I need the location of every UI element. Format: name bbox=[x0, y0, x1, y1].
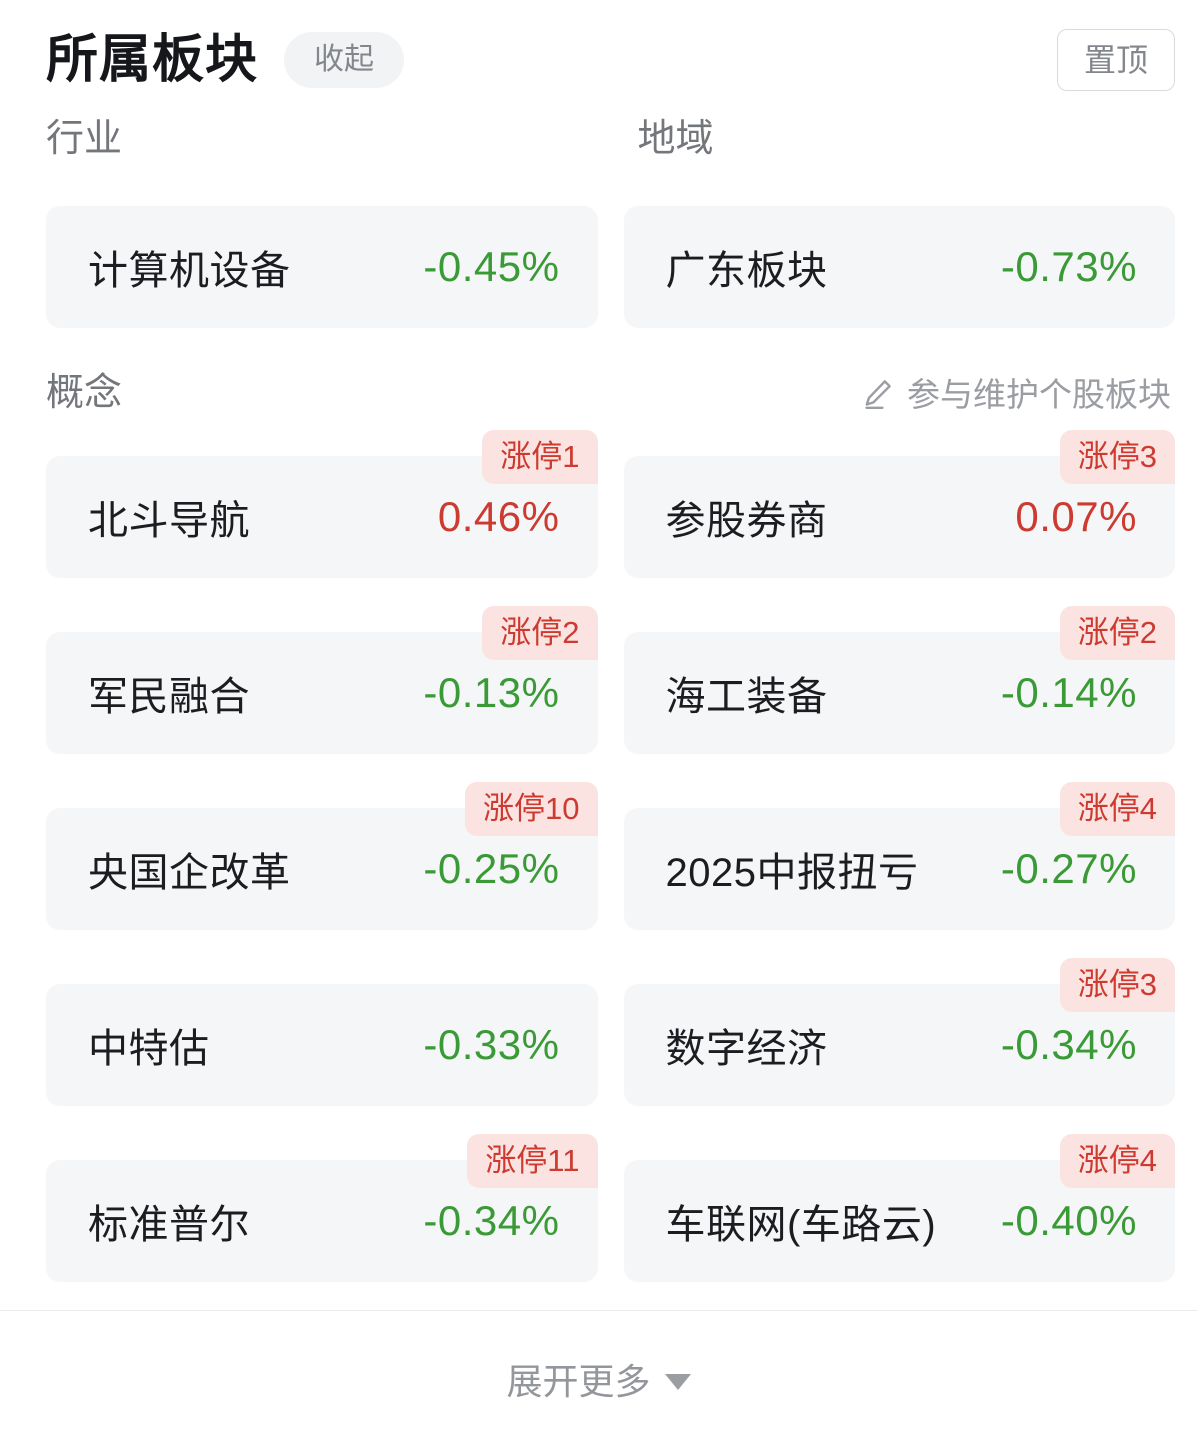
region-label: 地域 bbox=[637, 118, 714, 160]
concept-header-right: 参与维护个股板块 bbox=[611, 376, 1176, 412]
tag-card-wrap: 涨停1 北斗导航 0.46% bbox=[46, 430, 598, 578]
sector-change: -0.25% bbox=[423, 845, 560, 892]
concept-header: 概念 bbox=[46, 374, 611, 412]
concept-section: 概念 参与维护个股板块 涨停1 北斗导航 0.46% 涨停3 参股券商 0.07% 涨停2 军… bbox=[0, 374, 1197, 1282]
industry-header: 行业 bbox=[46, 120, 611, 158]
sector-change: -0.40% bbox=[1000, 1197, 1137, 1244]
sector-name: 海工装备 bbox=[665, 675, 828, 719]
page-title: 所属板块 bbox=[46, 31, 259, 89]
region-header: 地域 bbox=[611, 120, 1176, 158]
tag-card-wrap: 涨停10 央国企改革 -0.25% bbox=[46, 782, 598, 930]
sector-name: 2025中报扭亏 bbox=[665, 851, 919, 895]
tag-card-wrap: 涨停2 海工装备 -0.14% bbox=[623, 606, 1175, 754]
sector-name: 央国企改革 bbox=[88, 851, 291, 895]
pencil-edit-icon bbox=[859, 376, 895, 412]
sector-name: 军民融合 bbox=[88, 675, 250, 719]
tag-card-wrap: 涨停2 军民融合 -0.13% bbox=[46, 606, 598, 754]
maintain-sectors-label: 参与维护个股板块 bbox=[907, 375, 1171, 413]
sector-name: 数字经济 bbox=[665, 1027, 828, 1071]
limit-up-badge: 涨停4 bbox=[1059, 1134, 1175, 1188]
limit-up-badge: 涨停11 bbox=[467, 1134, 598, 1188]
footer-divider bbox=[0, 1310, 1197, 1311]
sector-card-concept[interactable]: 中特估 -0.33% bbox=[46, 984, 598, 1106]
tag-card-wrap: 涨停11 标准普尔 -0.34% bbox=[46, 1134, 598, 1282]
limit-up-badge: 涨停1 bbox=[482, 430, 598, 484]
tag-card-wrap: 涨停4 车联网(车路云) -0.40% bbox=[623, 1134, 1175, 1282]
limit-up-badge: 涨停10 bbox=[465, 782, 598, 836]
sector-change: -0.27% bbox=[1000, 845, 1137, 892]
limit-up-badge: 涨停3 bbox=[1059, 958, 1175, 1012]
sector-name: 标准普尔 bbox=[88, 1203, 250, 1247]
tag-card-wrap: 中特估 -0.33% bbox=[46, 958, 598, 1106]
chevron-down-icon bbox=[664, 1374, 691, 1390]
maintain-sectors-link[interactable]: 参与维护个股板块 bbox=[859, 376, 1175, 412]
tag-card-wrap: 计算机设备 -0.45% bbox=[46, 180, 598, 328]
industry-region-section: 行业 地域 计算机设备 -0.45% 广东板块 -0.73% bbox=[0, 120, 1197, 328]
sector-change: -0.33% bbox=[423, 1021, 560, 1068]
sector-change: -0.45% bbox=[423, 243, 560, 290]
concept-label: 概念 bbox=[46, 372, 123, 414]
sector-change: 0.07% bbox=[1015, 493, 1137, 540]
collapse-toggle[interactable]: 收起 bbox=[284, 32, 405, 88]
sector-change: -0.13% bbox=[423, 669, 560, 716]
sector-change: -0.14% bbox=[1000, 669, 1137, 716]
sector-name: 北斗导航 bbox=[88, 499, 250, 543]
sector-name: 中特估 bbox=[88, 1027, 210, 1071]
sector-name: 广东板块 bbox=[665, 249, 828, 293]
sector-card-concept[interactable]: 2025中报扭亏 -0.27% bbox=[623, 808, 1175, 930]
section-headers-row: 行业 地域 bbox=[46, 120, 1175, 158]
limit-up-badge: 涨停2 bbox=[1059, 606, 1175, 660]
expand-more-label: 展开更多 bbox=[506, 1361, 651, 1402]
pin-to-top-button[interactable]: 置顶 bbox=[1056, 29, 1175, 91]
sector-card-industry[interactable]: 计算机设备 -0.45% bbox=[46, 206, 598, 328]
limit-up-badge: 涨停2 bbox=[482, 606, 598, 660]
sector-change: -0.73% bbox=[1000, 243, 1137, 290]
sector-name: 计算机设备 bbox=[88, 249, 291, 293]
industry-label: 行业 bbox=[46, 118, 123, 160]
expand-more-button[interactable]: 展开更多 bbox=[0, 1311, 1197, 1447]
limit-up-badge: 涨停3 bbox=[1059, 430, 1175, 484]
tag-card-wrap: 广东板块 -0.73% bbox=[623, 180, 1175, 328]
concept-grid: 涨停1 北斗导航 0.46% 涨停3 参股券商 0.07% 涨停2 军民融合 -0.13% 涨停2… bbox=[46, 430, 1175, 1282]
sector-change: -0.34% bbox=[423, 1197, 560, 1244]
tag-card-wrap: 涨停4 2025中报扭亏 -0.27% bbox=[623, 782, 1175, 930]
sector-name: 车联网(车路云) bbox=[665, 1203, 937, 1247]
industry-region-grid: 计算机设备 -0.45% 广东板块 -0.73% bbox=[46, 180, 1175, 328]
panel-header: 所属板块 收起 置顶 bbox=[0, 0, 1197, 120]
concept-header-row: 概念 参与维护个股板块 bbox=[46, 374, 1175, 412]
tag-card-wrap: 涨停3 参股券商 0.07% bbox=[623, 430, 1175, 578]
tag-card-wrap: 涨停3 数字经济 -0.34% bbox=[623, 958, 1175, 1106]
sector-name: 参股券商 bbox=[665, 499, 828, 543]
sector-change: 0.46% bbox=[437, 493, 560, 540]
limit-up-badge: 涨停4 bbox=[1059, 782, 1175, 836]
sector-change: -0.34% bbox=[1000, 1021, 1137, 1068]
sector-card-concept[interactable]: 车联网(车路云) -0.40% bbox=[623, 1160, 1175, 1282]
sector-card-region[interactable]: 广东板块 -0.73% bbox=[623, 206, 1175, 328]
